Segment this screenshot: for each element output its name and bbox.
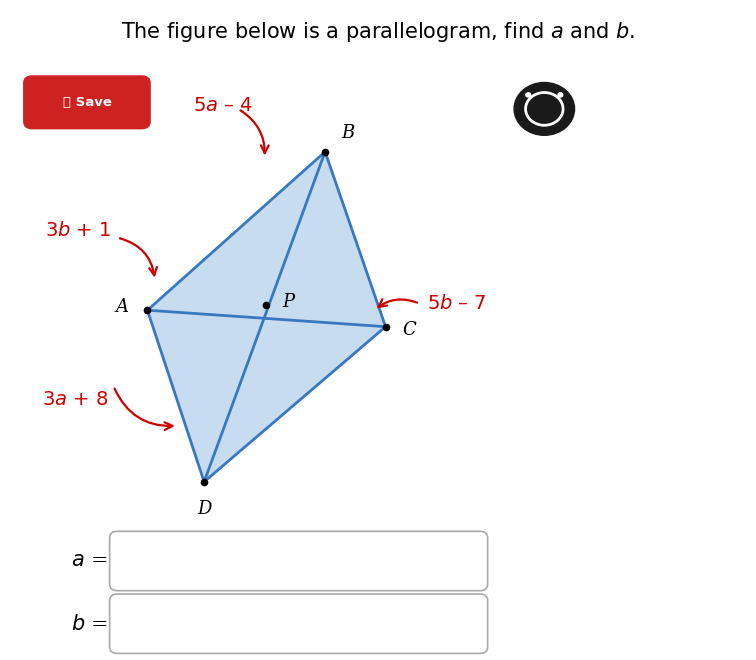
Text: C: C (402, 321, 416, 339)
Text: The figure below is a parallelogram, find $a$ and $b$.: The figure below is a parallelogram, fin… (121, 20, 635, 44)
FancyBboxPatch shape (110, 531, 488, 591)
Circle shape (514, 82, 575, 135)
Text: Ⓟ Save: Ⓟ Save (63, 96, 111, 109)
Text: 3$a$ + 8: 3$a$ + 8 (42, 390, 108, 409)
Text: P: P (283, 292, 295, 311)
Circle shape (526, 93, 531, 97)
Text: A: A (116, 298, 129, 316)
Text: B: B (342, 124, 355, 142)
Circle shape (558, 93, 562, 97)
FancyBboxPatch shape (110, 594, 488, 653)
Text: 3$b$ + 1: 3$b$ + 1 (45, 222, 111, 240)
Text: 5$a$ – 4: 5$a$ – 4 (193, 96, 253, 115)
Text: 5$b$ – 7: 5$b$ – 7 (427, 294, 487, 313)
Polygon shape (147, 152, 386, 482)
Text: D: D (197, 500, 212, 518)
Text: $b$ =: $b$ = (71, 614, 108, 634)
FancyBboxPatch shape (23, 75, 150, 129)
Text: $a$ =: $a$ = (71, 552, 108, 570)
